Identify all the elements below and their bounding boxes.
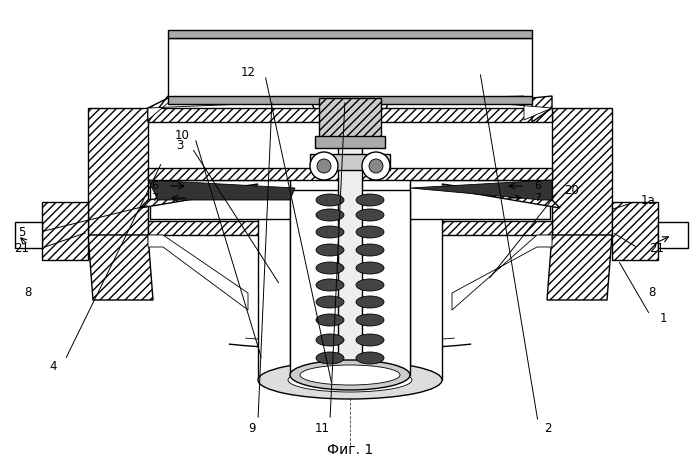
Text: 6: 6	[151, 181, 158, 191]
Ellipse shape	[316, 279, 344, 291]
Text: 21: 21	[15, 242, 29, 254]
Polygon shape	[88, 235, 153, 300]
Polygon shape	[148, 108, 552, 122]
Bar	[319, 98, 381, 140]
Ellipse shape	[356, 262, 384, 274]
Bar	[168, 30, 532, 38]
Bar	[315, 136, 385, 148]
Bar	[168, 38, 532, 98]
Text: 8: 8	[25, 285, 32, 298]
Polygon shape	[148, 96, 168, 122]
Ellipse shape	[356, 226, 384, 238]
Polygon shape	[432, 96, 552, 120]
Bar	[410, 184, 442, 380]
Bar	[612, 202, 658, 260]
Bar	[410, 180, 550, 219]
Text: 4: 4	[49, 360, 57, 374]
Text: 7: 7	[151, 193, 159, 203]
Polygon shape	[148, 235, 248, 310]
Bar	[15, 222, 42, 248]
Bar	[258, 184, 290, 380]
Text: 12: 12	[241, 65, 256, 78]
Ellipse shape	[316, 226, 344, 238]
Polygon shape	[148, 221, 552, 235]
Text: 2: 2	[545, 422, 552, 434]
Bar	[42, 202, 88, 260]
Text: 5: 5	[18, 226, 26, 238]
Polygon shape	[148, 180, 295, 200]
Ellipse shape	[288, 368, 412, 392]
Polygon shape	[325, 98, 375, 133]
Ellipse shape	[316, 194, 344, 206]
Text: 6: 6	[535, 181, 542, 191]
Text: 11: 11	[314, 422, 330, 434]
Ellipse shape	[310, 152, 338, 180]
Ellipse shape	[316, 296, 344, 308]
Text: 3: 3	[176, 139, 183, 151]
Polygon shape	[148, 168, 552, 180]
Ellipse shape	[356, 334, 384, 346]
Ellipse shape	[300, 365, 400, 385]
Bar	[338, 120, 362, 385]
Polygon shape	[310, 98, 390, 138]
Ellipse shape	[316, 334, 344, 346]
Ellipse shape	[356, 279, 384, 291]
Bar	[658, 222, 688, 248]
Polygon shape	[148, 96, 268, 120]
Polygon shape	[532, 96, 552, 122]
Ellipse shape	[290, 360, 410, 390]
Polygon shape	[140, 184, 258, 208]
Ellipse shape	[316, 209, 344, 221]
Ellipse shape	[362, 152, 390, 180]
Ellipse shape	[356, 352, 384, 364]
Ellipse shape	[356, 194, 384, 206]
Ellipse shape	[316, 262, 344, 274]
Text: 10: 10	[174, 128, 190, 141]
Ellipse shape	[316, 352, 344, 364]
Ellipse shape	[356, 244, 384, 256]
Ellipse shape	[356, 314, 384, 326]
Text: 8: 8	[648, 285, 656, 298]
Text: 1a: 1a	[640, 194, 655, 206]
Ellipse shape	[258, 361, 442, 399]
Ellipse shape	[316, 314, 344, 326]
Polygon shape	[442, 184, 560, 208]
Polygon shape	[452, 235, 552, 310]
Ellipse shape	[356, 296, 384, 308]
Ellipse shape	[356, 209, 384, 221]
Polygon shape	[547, 235, 612, 300]
Ellipse shape	[317, 159, 331, 173]
Polygon shape	[88, 108, 148, 235]
Text: 9: 9	[248, 422, 256, 434]
Text: Фиг. 1: Фиг. 1	[327, 443, 373, 457]
Ellipse shape	[316, 244, 344, 256]
Polygon shape	[552, 108, 612, 235]
Text: 1: 1	[659, 312, 666, 324]
Ellipse shape	[369, 159, 383, 173]
Text: 21: 21	[650, 242, 664, 254]
Bar	[150, 180, 290, 219]
Bar	[168, 96, 532, 104]
Bar	[310, 154, 390, 170]
Bar	[290, 190, 410, 375]
Text: 7: 7	[534, 193, 542, 203]
Text: 20: 20	[565, 183, 580, 196]
Polygon shape	[410, 180, 552, 200]
Bar	[148, 122, 552, 221]
